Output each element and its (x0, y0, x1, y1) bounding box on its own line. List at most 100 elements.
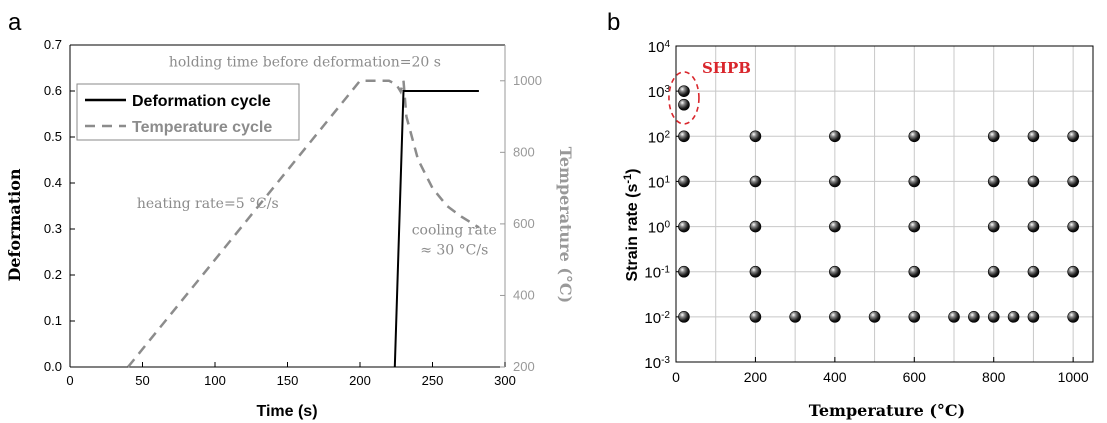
x-tick-label: 250 (422, 373, 444, 388)
panel-a-y2label: Temperature (°C) (556, 147, 575, 303)
y-tick-exponent: 4 (664, 39, 670, 50)
y-tick-base: 10 (648, 84, 665, 101)
y2-tick-label: 1000 (513, 73, 542, 88)
data-point (987, 130, 1000, 143)
data-point (678, 98, 690, 111)
y-tick-label: 0.5 (44, 129, 62, 144)
y-tick-exponent: -2 (661, 309, 670, 320)
data-point (678, 311, 690, 323)
data-point (678, 130, 690, 143)
data-point (829, 265, 841, 278)
x-tick-label: 100 (204, 373, 226, 388)
panel-b-ylabel-close: ) (624, 169, 641, 174)
panel-b-ylabel-main: Strain rate (s (624, 184, 641, 282)
legend-box (76, 83, 300, 141)
y-tick-label: 102 (648, 129, 671, 147)
panel-a-ylabel: Deformation (5, 168, 24, 281)
panel-b: b 0 200 400 600 800 100010-310-210-1100101102… (607, 9, 1094, 420)
data-point (987, 311, 1000, 323)
y-tick-label: 0.3 (44, 221, 62, 236)
x-tick-label: 150 (277, 373, 299, 388)
y-tick-base: 10 (648, 220, 665, 237)
annotation-cooling-value: ≈ 30 °C/s (420, 242, 488, 258)
panel-b-xlabel: Temperature (°C) (809, 401, 965, 420)
panel-b-ticks: 0 200 400 600 800 100010-310-210-110010110210… (644, 39, 1089, 386)
y-tick-exponent: -3 (661, 355, 670, 366)
annotation-cooling-rate: cooling rate (412, 223, 497, 239)
data-point (678, 175, 690, 188)
panel-a: a 0 50 100 150 200 250 300 0.0 0.1 0.2 0.3 0.4 0.5 0.… (5, 9, 575, 420)
x-tick-label: 300 (494, 373, 516, 388)
data-point (1027, 220, 1040, 233)
y-tick-label: 104 (648, 39, 671, 57)
data-point (678, 220, 690, 233)
data-point (829, 311, 841, 323)
data-point (1027, 175, 1040, 188)
data-point (829, 220, 841, 233)
x-tick-label: 800 (982, 369, 1006, 385)
data-point (908, 130, 921, 143)
temperature-cycle-line (127, 79, 480, 368)
x-tick-label: 1000 (1058, 369, 1089, 385)
panel-b-frame (675, 45, 1094, 363)
y-tick-label: 10-3 (644, 355, 670, 373)
data-point (1067, 220, 1079, 233)
data-point (1067, 311, 1079, 323)
legend-label-temperature: Temperature cycle (132, 119, 272, 136)
data-point (948, 311, 960, 323)
data-point (908, 220, 921, 233)
y-tick-base: 10 (648, 129, 665, 146)
y-tick-label: 0.1 (44, 313, 62, 328)
y-tick-label: 10-2 (644, 309, 670, 327)
x-tick-label: 400 (823, 369, 847, 385)
y-tick-label: 101 (648, 174, 671, 192)
x-tick-label: 200 (349, 373, 371, 388)
panel-a-ticks: 0 50 100 150 200 250 300 0.0 0.1 0.2 0.3 0.4 0.5 0.6 0… (44, 37, 542, 388)
panel-a-series (127, 79, 480, 368)
legend-label-deformation: Deformation cycle (132, 93, 271, 110)
annotation-heating-rate: heating rate=5 °C/s (137, 196, 279, 212)
y-tick-exponent: 3 (664, 84, 670, 95)
y-tick-base: 10 (644, 310, 661, 327)
y-tick-label: 0.0 (44, 359, 62, 374)
data-point (749, 311, 762, 323)
annotation-holding-time: holding time before deformation=20 s (169, 54, 441, 70)
y-tick-base: 10 (644, 355, 661, 372)
data-point (789, 311, 801, 323)
panel-b-ylabel: Strain rate (s-1) (622, 169, 641, 282)
y2-tick-label: 400 (513, 287, 535, 302)
shpb-highlight: SHPB (668, 59, 751, 125)
data-point (829, 175, 841, 188)
data-point (829, 130, 841, 143)
deformation-cycle-line (393, 90, 479, 368)
data-point (678, 85, 690, 97)
y2-tick-label: 200 (513, 359, 535, 374)
y-tick-base: 10 (648, 39, 665, 56)
data-point (908, 175, 921, 188)
data-point (1007, 311, 1020, 323)
data-point (968, 311, 980, 323)
data-point (868, 311, 881, 323)
y-tick-label: 100 (648, 219, 671, 237)
y-tick-base: 10 (648, 174, 665, 191)
data-point (1027, 130, 1040, 143)
y-tick-label: 0.7 (44, 37, 62, 52)
y-tick-label: 0.4 (44, 175, 62, 190)
data-point (678, 265, 690, 278)
y-tick-label: 10-1 (644, 264, 670, 282)
data-point (908, 311, 921, 323)
data-point (749, 220, 762, 233)
panel-b-points (678, 85, 1079, 323)
panel-a-label: a (8, 9, 22, 36)
panel-b-ylabel-exp: -1 (622, 174, 634, 184)
panel-b-label: b (607, 9, 620, 36)
x-tick-label: 50 (135, 373, 149, 388)
data-point (908, 265, 921, 278)
x-tick-label: 200 (744, 369, 768, 385)
data-point (1067, 130, 1079, 143)
data-point (987, 220, 1000, 233)
y2-tick-label: 600 (513, 216, 535, 231)
panel-a-xlabel: Time (s) (256, 403, 317, 420)
y-tick-exponent: 0 (664, 219, 670, 230)
